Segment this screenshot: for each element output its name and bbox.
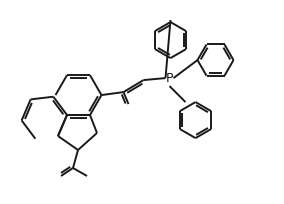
Text: P: P: [166, 72, 173, 85]
